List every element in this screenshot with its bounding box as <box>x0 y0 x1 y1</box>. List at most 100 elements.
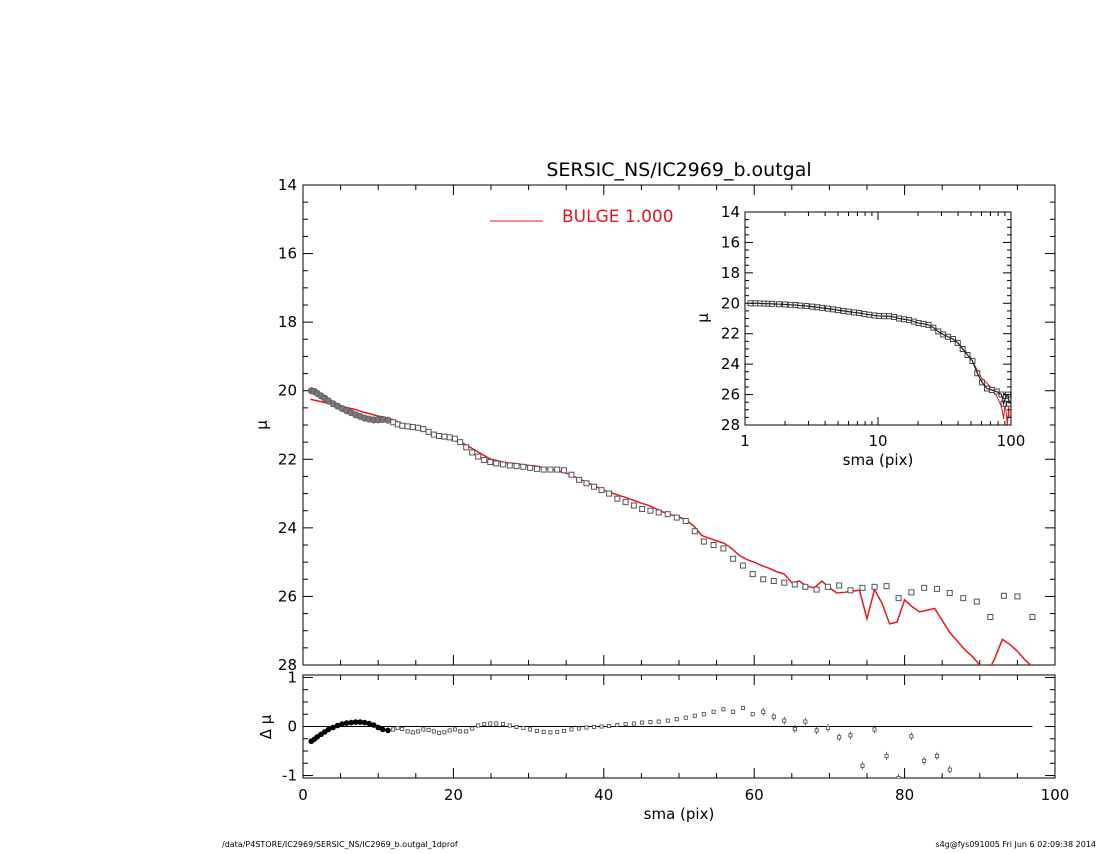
data-point <box>824 583 831 590</box>
data-point <box>791 581 798 588</box>
data-point <box>606 490 613 497</box>
residual-point <box>761 709 766 714</box>
residual-point <box>860 763 865 768</box>
residual-point <box>934 753 939 758</box>
data-point <box>1000 592 1007 599</box>
residual-point <box>615 723 620 728</box>
inset-y-tick-label: 22 <box>721 325 740 343</box>
data-point <box>836 582 843 589</box>
residual-point <box>665 718 670 723</box>
main-y-tick-label: 26 <box>278 587 297 605</box>
inset-x-tick-label: 10 <box>868 432 887 450</box>
residual-point <box>375 724 382 731</box>
residual-point <box>569 727 574 732</box>
data-point <box>960 595 967 602</box>
residual-point <box>922 758 927 763</box>
x-tick-label: 100 <box>1041 786 1070 804</box>
data-point <box>682 518 689 524</box>
residual-point <box>607 724 612 729</box>
residual-point <box>548 730 553 735</box>
residual-point <box>825 725 830 730</box>
data-point <box>933 585 940 592</box>
residual-point <box>385 727 391 734</box>
bulge-model-curve <box>310 398 1032 665</box>
residual-point <box>692 713 697 718</box>
residual-point <box>599 724 604 729</box>
data-point <box>575 476 582 483</box>
data-point <box>475 453 482 460</box>
data-point <box>547 466 554 473</box>
data-point <box>554 466 561 473</box>
data-point <box>639 506 646 512</box>
residual-point <box>711 709 716 714</box>
data-point <box>630 502 637 509</box>
chart-title: SERSIC_NS/IC2969_b.outgal <box>546 159 811 181</box>
residual-point <box>339 721 345 727</box>
data-point <box>415 424 422 431</box>
residual-point <box>631 721 636 726</box>
main-y-axis-label: μ <box>253 420 271 430</box>
residual-point <box>521 725 526 730</box>
residual-point <box>458 729 463 734</box>
x-tick-label: 80 <box>895 786 914 804</box>
data-point <box>451 435 458 442</box>
residual-point <box>623 722 628 727</box>
data-point <box>813 586 820 593</box>
residual-point <box>561 728 566 733</box>
data-point <box>425 428 432 435</box>
data-point <box>1014 593 1021 600</box>
data-point <box>399 422 406 429</box>
data-point <box>946 590 953 596</box>
bulge-model-line <box>310 398 1032 665</box>
residual-point <box>470 726 475 731</box>
data-point <box>760 576 767 583</box>
residual-point <box>683 715 688 720</box>
residual-axis-ticks: 0 20 40 60 80 100-101 <box>282 668 1069 804</box>
residual-data-points <box>308 705 952 778</box>
data-point <box>730 555 737 562</box>
inset-profile-trace <box>750 302 1010 406</box>
residual-point <box>379 726 386 733</box>
residual-point <box>437 730 442 735</box>
data-point <box>847 587 854 594</box>
residual-point <box>514 724 519 729</box>
data-point <box>481 456 488 463</box>
residual-point <box>452 727 457 732</box>
data-point <box>533 465 540 472</box>
data-point <box>973 598 980 605</box>
data-point <box>404 423 411 430</box>
residual-point <box>488 721 493 726</box>
main-y-tick-label: 28 <box>278 656 297 674</box>
data-point <box>781 579 788 586</box>
residual-point <box>361 719 368 726</box>
residual-point <box>410 730 415 735</box>
x-tick-label: 20 <box>444 786 463 804</box>
residual-point <box>534 728 539 733</box>
inset-y-tick-label: 26 <box>721 386 740 404</box>
data-point <box>664 511 671 518</box>
data-point <box>500 461 507 468</box>
residual-point <box>528 727 533 732</box>
data-point <box>493 460 500 467</box>
main-profile-plot: SERSIC_NS/IC2969_b.outgal 14 16 18 20 22 24 26… <box>253 159 1056 674</box>
residual-point <box>884 753 889 758</box>
data-point <box>883 583 890 590</box>
data-point <box>430 431 437 438</box>
data-point <box>469 449 476 456</box>
x-axis-label: sma (pix) <box>644 805 715 823</box>
residual-point <box>400 726 405 731</box>
data-point <box>441 433 448 440</box>
residual-point <box>501 722 506 727</box>
residual-plot: 0 20 40 60 80 100-101 sma (pix) Δ μ <box>257 668 1069 823</box>
inset-data-points <box>747 300 1011 407</box>
residual-point <box>896 776 901 778</box>
main-y-tick-label: 20 <box>278 382 297 400</box>
inset-x-axis-label: sma (pix) <box>843 451 914 469</box>
main-y-tick-label: 14 <box>278 176 297 194</box>
residual-point <box>947 767 952 772</box>
residual-point <box>482 722 487 727</box>
data-point <box>614 495 621 502</box>
residual-point <box>721 707 726 712</box>
residual-point <box>656 719 661 724</box>
